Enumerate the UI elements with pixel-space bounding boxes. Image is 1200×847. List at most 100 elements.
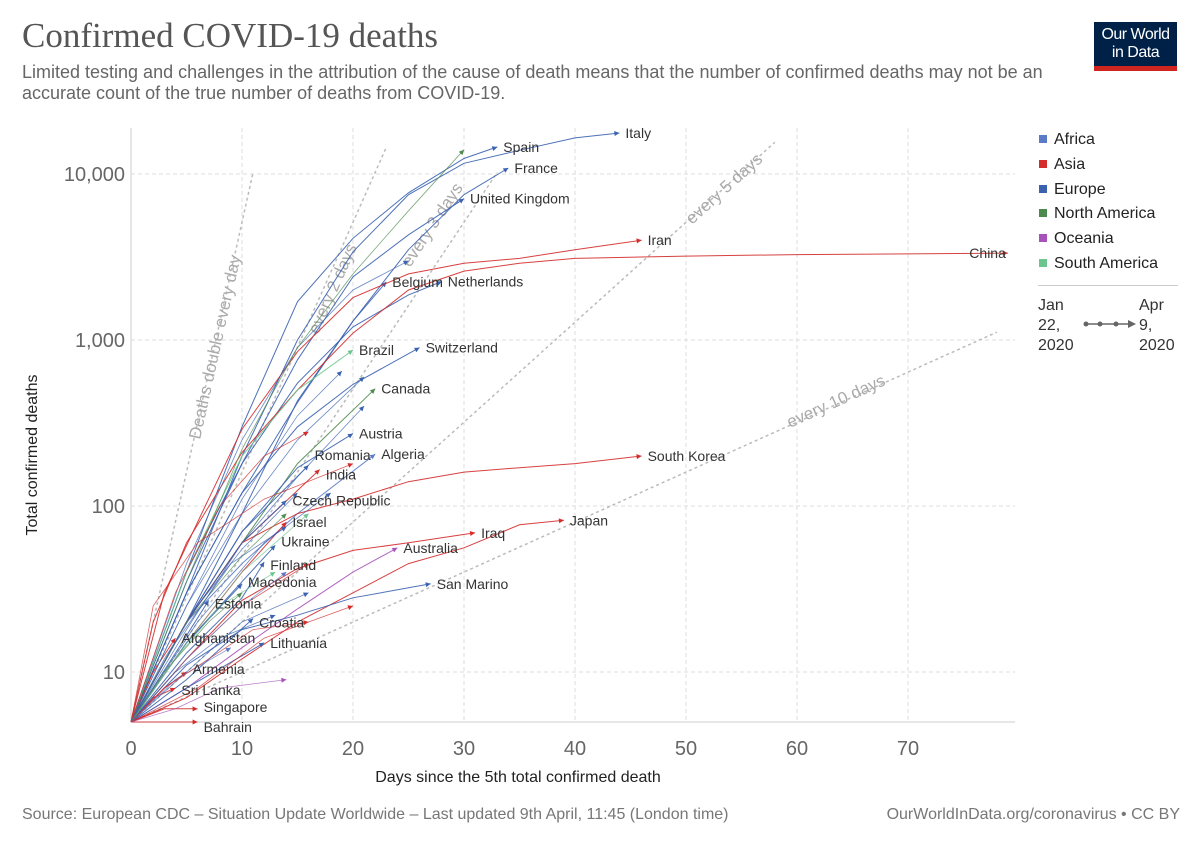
legend-label: Africa [1054, 131, 1095, 148]
series-label: Estonia [215, 595, 262, 611]
legend-item-south-america[interactable]: South America [1039, 255, 1158, 273]
series-label: Netherlands [448, 274, 524, 290]
series-label: Armenia [193, 661, 245, 677]
chart-subtitle: Limited testing and challenges in the at… [22, 62, 1043, 103]
series-line-finland [130, 561, 265, 723]
series-end-arrow [614, 131, 620, 136]
legend-swatch [1039, 184, 1047, 193]
series-end-arrow [170, 638, 176, 644]
legend-swatch [1039, 209, 1047, 218]
series-line [130, 647, 232, 723]
credit-link[interactable]: OurWorldInData.org/coronavirus • CC BY [886, 806, 1180, 823]
series-label: China [969, 245, 1006, 261]
series-end-arrow [292, 492, 298, 499]
timeline-arrow-icon [1083, 320, 1136, 328]
doubling-guide-line [130, 172, 254, 723]
series-end-arrow [169, 687, 176, 693]
series-end-arrow [269, 572, 276, 577]
series-label: Switzerland [426, 340, 498, 356]
series-line-afghanistan [130, 637, 176, 723]
x-tick-label: 50 [675, 738, 697, 760]
timeline-start[interactable]: Jan 22, 2020 [1038, 296, 1074, 356]
series-label: Australia [403, 540, 458, 556]
series-line [130, 431, 309, 723]
series-label: Czech Republic [292, 492, 390, 508]
series-label: Italy [625, 125, 651, 141]
series-end-arrow [192, 719, 198, 725]
series-end-arrow [436, 281, 442, 286]
series-end-arrow [458, 198, 464, 204]
series-line-croatia [130, 618, 254, 723]
legend-label: South America [1054, 255, 1159, 272]
chart-title: Confirmed COVID-19 deaths [22, 16, 439, 55]
series-end-arrow [369, 388, 376, 394]
legend-item-oceania[interactable]: Oceania [1039, 230, 1114, 248]
timeline-start-month: Jan [1038, 297, 1064, 314]
owid-logo[interactable]: Our World in Data [1094, 22, 1177, 71]
series-line [130, 679, 287, 723]
timeline-end[interactable]: Apr 9, 2020 [1139, 296, 1175, 356]
series-end-arrow [269, 614, 276, 620]
y-tick-label: 10,000 [64, 164, 125, 186]
doubling-guide-label: Deaths double every day [185, 253, 244, 441]
source-note[interactable]: Source: European CDC – Situation Update … [22, 806, 729, 823]
y-tick-label: 10 [103, 662, 125, 684]
x-tick-label: 30 [453, 738, 475, 760]
series-end-arrow [303, 620, 309, 626]
line-chart: 10 100 1,000 10,000 0 10 20 30 40 50 60 70 Days sinc… [24, 125, 1015, 786]
series-label: Bahrain [204, 719, 252, 735]
series-end-arrow [203, 600, 209, 606]
legend-item-africa[interactable]: Africa [1039, 131, 1095, 149]
y-tick-label: 1,000 [75, 330, 125, 352]
series-label: Lithuania [270, 635, 327, 651]
series-label: Canada [381, 381, 430, 397]
series-group [130, 131, 1008, 725]
series-end-arrow [270, 545, 276, 551]
doubling-guide-label: every 10 days [784, 371, 888, 432]
series-end-arrow [192, 706, 198, 712]
series-line [130, 149, 465, 723]
series-line [130, 614, 276, 723]
series-label: Macedonia [248, 574, 317, 590]
legend-swatch [1039, 159, 1047, 168]
series-end-arrow [236, 592, 242, 598]
series-label: Iraq [481, 525, 505, 541]
series-end-arrow [558, 518, 564, 524]
legend-item-north-america[interactable]: North America [1039, 205, 1155, 223]
series-line-iran [130, 239, 642, 723]
series-line-estonia [130, 600, 210, 723]
series-end-arrow [281, 513, 287, 519]
series-label: Japan [570, 512, 608, 528]
legend-label: Asia [1054, 155, 1086, 173]
x-tick-label: 70 [897, 738, 919, 760]
series-label: Brazil [359, 342, 394, 358]
series-end-arrow [280, 572, 287, 578]
timeline-end-year: 2020 [1139, 337, 1175, 354]
series-label: Spain [503, 139, 539, 155]
legend-item-asia[interactable]: Asia [1039, 156, 1085, 174]
timeline-end-day: 9, [1139, 317, 1153, 334]
y-tick-label: 100 [92, 496, 125, 518]
series-label: Finland [270, 557, 316, 573]
series-label: France [514, 160, 558, 176]
doubling-guide-label: every 5 days [682, 149, 766, 228]
series-label: Belgium [392, 274, 443, 290]
legend-item-europe[interactable]: Europe [1039, 181, 1106, 199]
series-end-arrow [347, 463, 353, 468]
series-end-arrow [303, 563, 309, 569]
legend-label: Europe [1054, 180, 1106, 198]
x-tick-label: 60 [786, 738, 808, 760]
series-label: Algeria [381, 446, 425, 462]
series-label: Sri Lanka [181, 682, 240, 698]
series-end-arrow [303, 431, 309, 437]
series-end-arrow [281, 677, 287, 683]
series-line-singapore [130, 708, 198, 723]
series-end-arrow [259, 561, 265, 568]
series-end-arrow [258, 642, 265, 648]
series-label: Romania [315, 447, 371, 463]
series-label: Singapore [204, 699, 268, 715]
timeline-divider [1038, 285, 1178, 286]
series-end-arrow [281, 522, 287, 528]
series-line [130, 526, 287, 723]
